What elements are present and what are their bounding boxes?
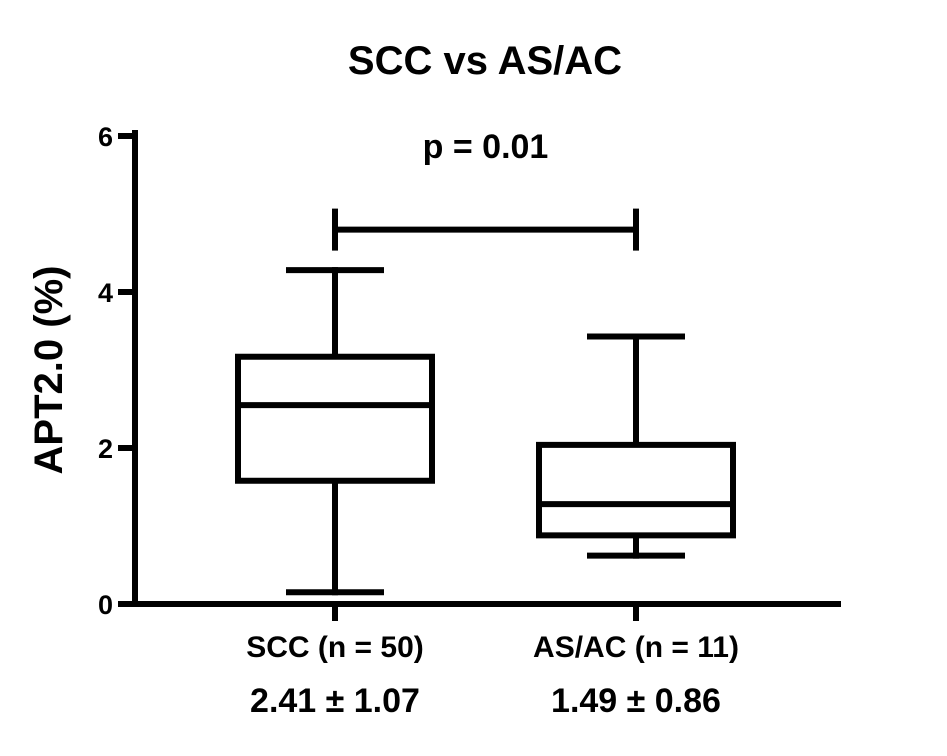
boxes [235,267,736,596]
box-group [235,267,435,596]
mean-sd-label: 2.41 ± 1.07 [250,682,420,720]
x-category-label: AS/AC (n = 11) [533,631,739,664]
x-category-labels: SCC (n = 50) AS/AC (n = 11) 2.41 ± 1.07 1.4… [246,631,739,720]
y-tick-label: 6 [98,122,113,152]
box-group [536,333,736,559]
chart-title: SCC vs AS/AC [348,39,622,83]
y-tick-label: 0 [98,590,113,620]
axes: 0 2 4 6 [98,122,841,621]
y-tick-label: 4 [98,278,113,308]
significance-annotation: p = 0.01 [332,128,639,251]
p-value-label: p = 0.01 [423,128,549,166]
y-tick-label: 2 [98,434,113,464]
iqr-box [235,353,435,484]
iqr-box [536,441,736,539]
y-axis-title: APT2.0 (%) [27,266,71,475]
mean-sd-label: 1.49 ± 0.86 [551,682,721,720]
x-category-label: SCC (n = 50) [246,631,424,664]
